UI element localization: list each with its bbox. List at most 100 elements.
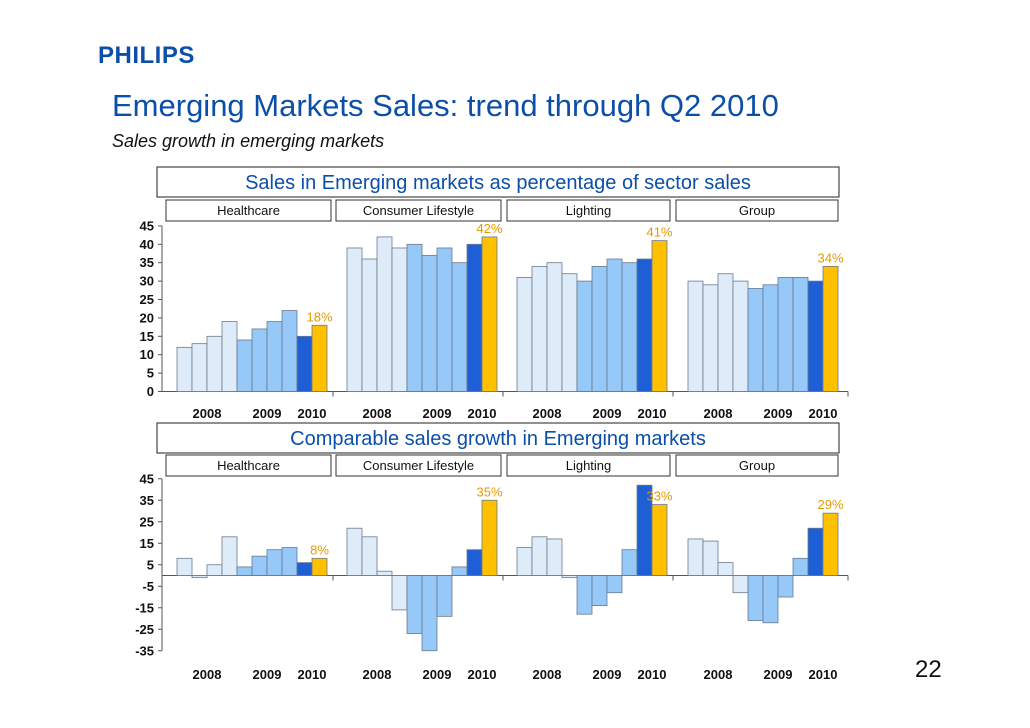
- bar-consumer-lifestyle-2008: [346, 247, 363, 392]
- panel-label: Healthcare: [217, 203, 280, 218]
- value-annotation: 34%: [817, 250, 843, 265]
- bar-healthcare-2009: [266, 321, 283, 392]
- bar-healthcare-2010: [311, 324, 328, 392]
- value-annotation: 35%: [476, 484, 502, 499]
- bar-lighting-2008: [516, 547, 533, 576]
- panel-label-box: [506, 454, 671, 477]
- value-annotation: 42%: [476, 221, 502, 236]
- x-year-label: 2010: [468, 667, 497, 682]
- bar-group-2009: [792, 557, 809, 576]
- bar-healthcare-2008: [221, 321, 238, 392]
- y-tick-label: 15: [140, 329, 154, 344]
- x-year-label: 2009: [253, 406, 282, 421]
- bar-consumer-lifestyle-2008: [391, 575, 408, 611]
- bar-group-2010: [822, 512, 839, 576]
- y-tick-label: -5: [142, 579, 154, 594]
- x-year-label: 2008: [193, 406, 222, 421]
- x-year-label: 2008: [704, 667, 733, 682]
- y-tick-label: 45: [140, 218, 154, 233]
- y-tick-label: -25: [135, 622, 154, 637]
- value-annotation: 18%: [306, 309, 332, 324]
- bar-lighting-2010: [636, 258, 653, 392]
- bar-healthcare-2009: [251, 555, 268, 576]
- x-year-label: 2010: [468, 406, 497, 421]
- bar-consumer-lifestyle-2008: [376, 236, 393, 392]
- value-annotation: 8%: [310, 542, 329, 557]
- bar-group-2009: [762, 284, 779, 392]
- bar-lighting-2008: [516, 277, 533, 392]
- x-year-label: 2010: [809, 667, 838, 682]
- chart-2-banner: [156, 422, 840, 454]
- x-year-label: 2010: [638, 667, 667, 682]
- y-tick-label: 5: [147, 557, 154, 572]
- x-year-label: 2010: [809, 406, 838, 421]
- panel-label-box: [335, 454, 502, 477]
- bar-healthcare-2008: [206, 564, 223, 576]
- bar-healthcare-2009: [281, 310, 298, 392]
- bar-healthcare-2009: [236, 339, 253, 392]
- y-tick-label: -15: [135, 600, 154, 615]
- panel-label-box: [675, 454, 839, 477]
- bar-consumer-lifestyle-2008: [391, 247, 408, 392]
- bar-healthcare-2009: [266, 549, 283, 576]
- bar-consumer-lifestyle-2009: [406, 575, 423, 634]
- y-tick-label: 15: [140, 536, 154, 551]
- bar-consumer-lifestyle-2010: [466, 243, 483, 392]
- y-tick-label: 25: [140, 514, 154, 529]
- bar-consumer-lifestyle-2010: [481, 499, 498, 576]
- panel-label: Group: [739, 458, 775, 473]
- bar-lighting-2009: [576, 280, 593, 392]
- x-year-label: 2009: [593, 406, 622, 421]
- x-year-label: 2008: [533, 406, 562, 421]
- y-tick-label: 0: [147, 384, 154, 399]
- panel-label-box: [675, 199, 839, 222]
- bar-group-2008: [687, 538, 704, 576]
- chart-2-title: Comparable sales growth in Emerging mark…: [290, 428, 706, 450]
- bar-lighting-2009: [591, 575, 608, 607]
- bar-lighting-2008: [531, 536, 548, 576]
- x-year-label: 2009: [764, 667, 793, 682]
- panel-label: Consumer Lifestyle: [363, 203, 474, 218]
- y-tick-label: 30: [140, 274, 154, 289]
- x-year-label: 2009: [253, 667, 282, 682]
- x-year-label: 2008: [193, 667, 222, 682]
- bar-healthcare-2008: [176, 346, 193, 392]
- bar-group-2008: [732, 575, 749, 594]
- y-tick-label: 20: [140, 310, 154, 325]
- bar-consumer-lifestyle-2009: [436, 575, 453, 617]
- chart-1-title: Sales in Emerging markets as percentage …: [245, 172, 751, 194]
- bar-group-2008: [702, 540, 719, 576]
- bar-healthcare-2010: [296, 335, 313, 392]
- y-tick-label: 35: [140, 493, 154, 508]
- bar-group-2008: [732, 280, 749, 392]
- panel-label: Healthcare: [217, 458, 280, 473]
- x-year-label: 2010: [298, 406, 327, 421]
- bar-consumer-lifestyle-2008: [361, 536, 378, 576]
- bar-healthcare-2008: [206, 335, 223, 392]
- value-annotation: 33%: [646, 489, 672, 504]
- x-year-label: 2009: [593, 667, 622, 682]
- bar-group-2008: [717, 273, 734, 392]
- bar-consumer-lifestyle-2009: [421, 575, 438, 652]
- bar-lighting-2009: [606, 575, 623, 594]
- x-year-label: 2008: [533, 667, 562, 682]
- x-year-label: 2008: [704, 406, 733, 421]
- bar-lighting-2008: [561, 575, 578, 579]
- value-annotation: 41%: [646, 225, 672, 240]
- bar-healthcare-2009: [281, 547, 298, 576]
- bar-healthcare-2008: [221, 536, 238, 576]
- y-tick-label: -35: [135, 643, 154, 658]
- y-tick-label: 40: [140, 237, 154, 252]
- page-subtitle: Sales growth in emerging markets: [112, 131, 385, 151]
- bar-lighting-2009: [576, 575, 593, 615]
- panel-label: Group: [739, 203, 775, 218]
- bar-group-2009: [792, 277, 809, 392]
- bar-lighting-2009: [606, 258, 623, 392]
- bar-group-2008: [687, 280, 704, 392]
- bar-consumer-lifestyle-2008: [376, 570, 393, 576]
- bar-healthcare-2008: [191, 343, 208, 392]
- y-tick-label: 10: [140, 347, 154, 362]
- bar-consumer-lifestyle-2009: [406, 243, 423, 392]
- bar-consumer-lifestyle-2010: [481, 236, 498, 392]
